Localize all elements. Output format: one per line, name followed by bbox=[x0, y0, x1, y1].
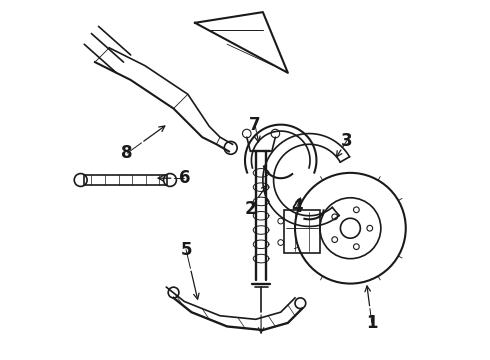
Text: 4: 4 bbox=[291, 198, 303, 216]
Text: 7: 7 bbox=[249, 116, 261, 134]
Text: 5: 5 bbox=[180, 240, 192, 258]
Text: 3: 3 bbox=[341, 132, 353, 150]
Text: 1: 1 bbox=[366, 314, 378, 332]
Text: 6: 6 bbox=[178, 169, 190, 187]
Text: 8: 8 bbox=[122, 144, 133, 162]
Text: 2: 2 bbox=[245, 199, 256, 217]
